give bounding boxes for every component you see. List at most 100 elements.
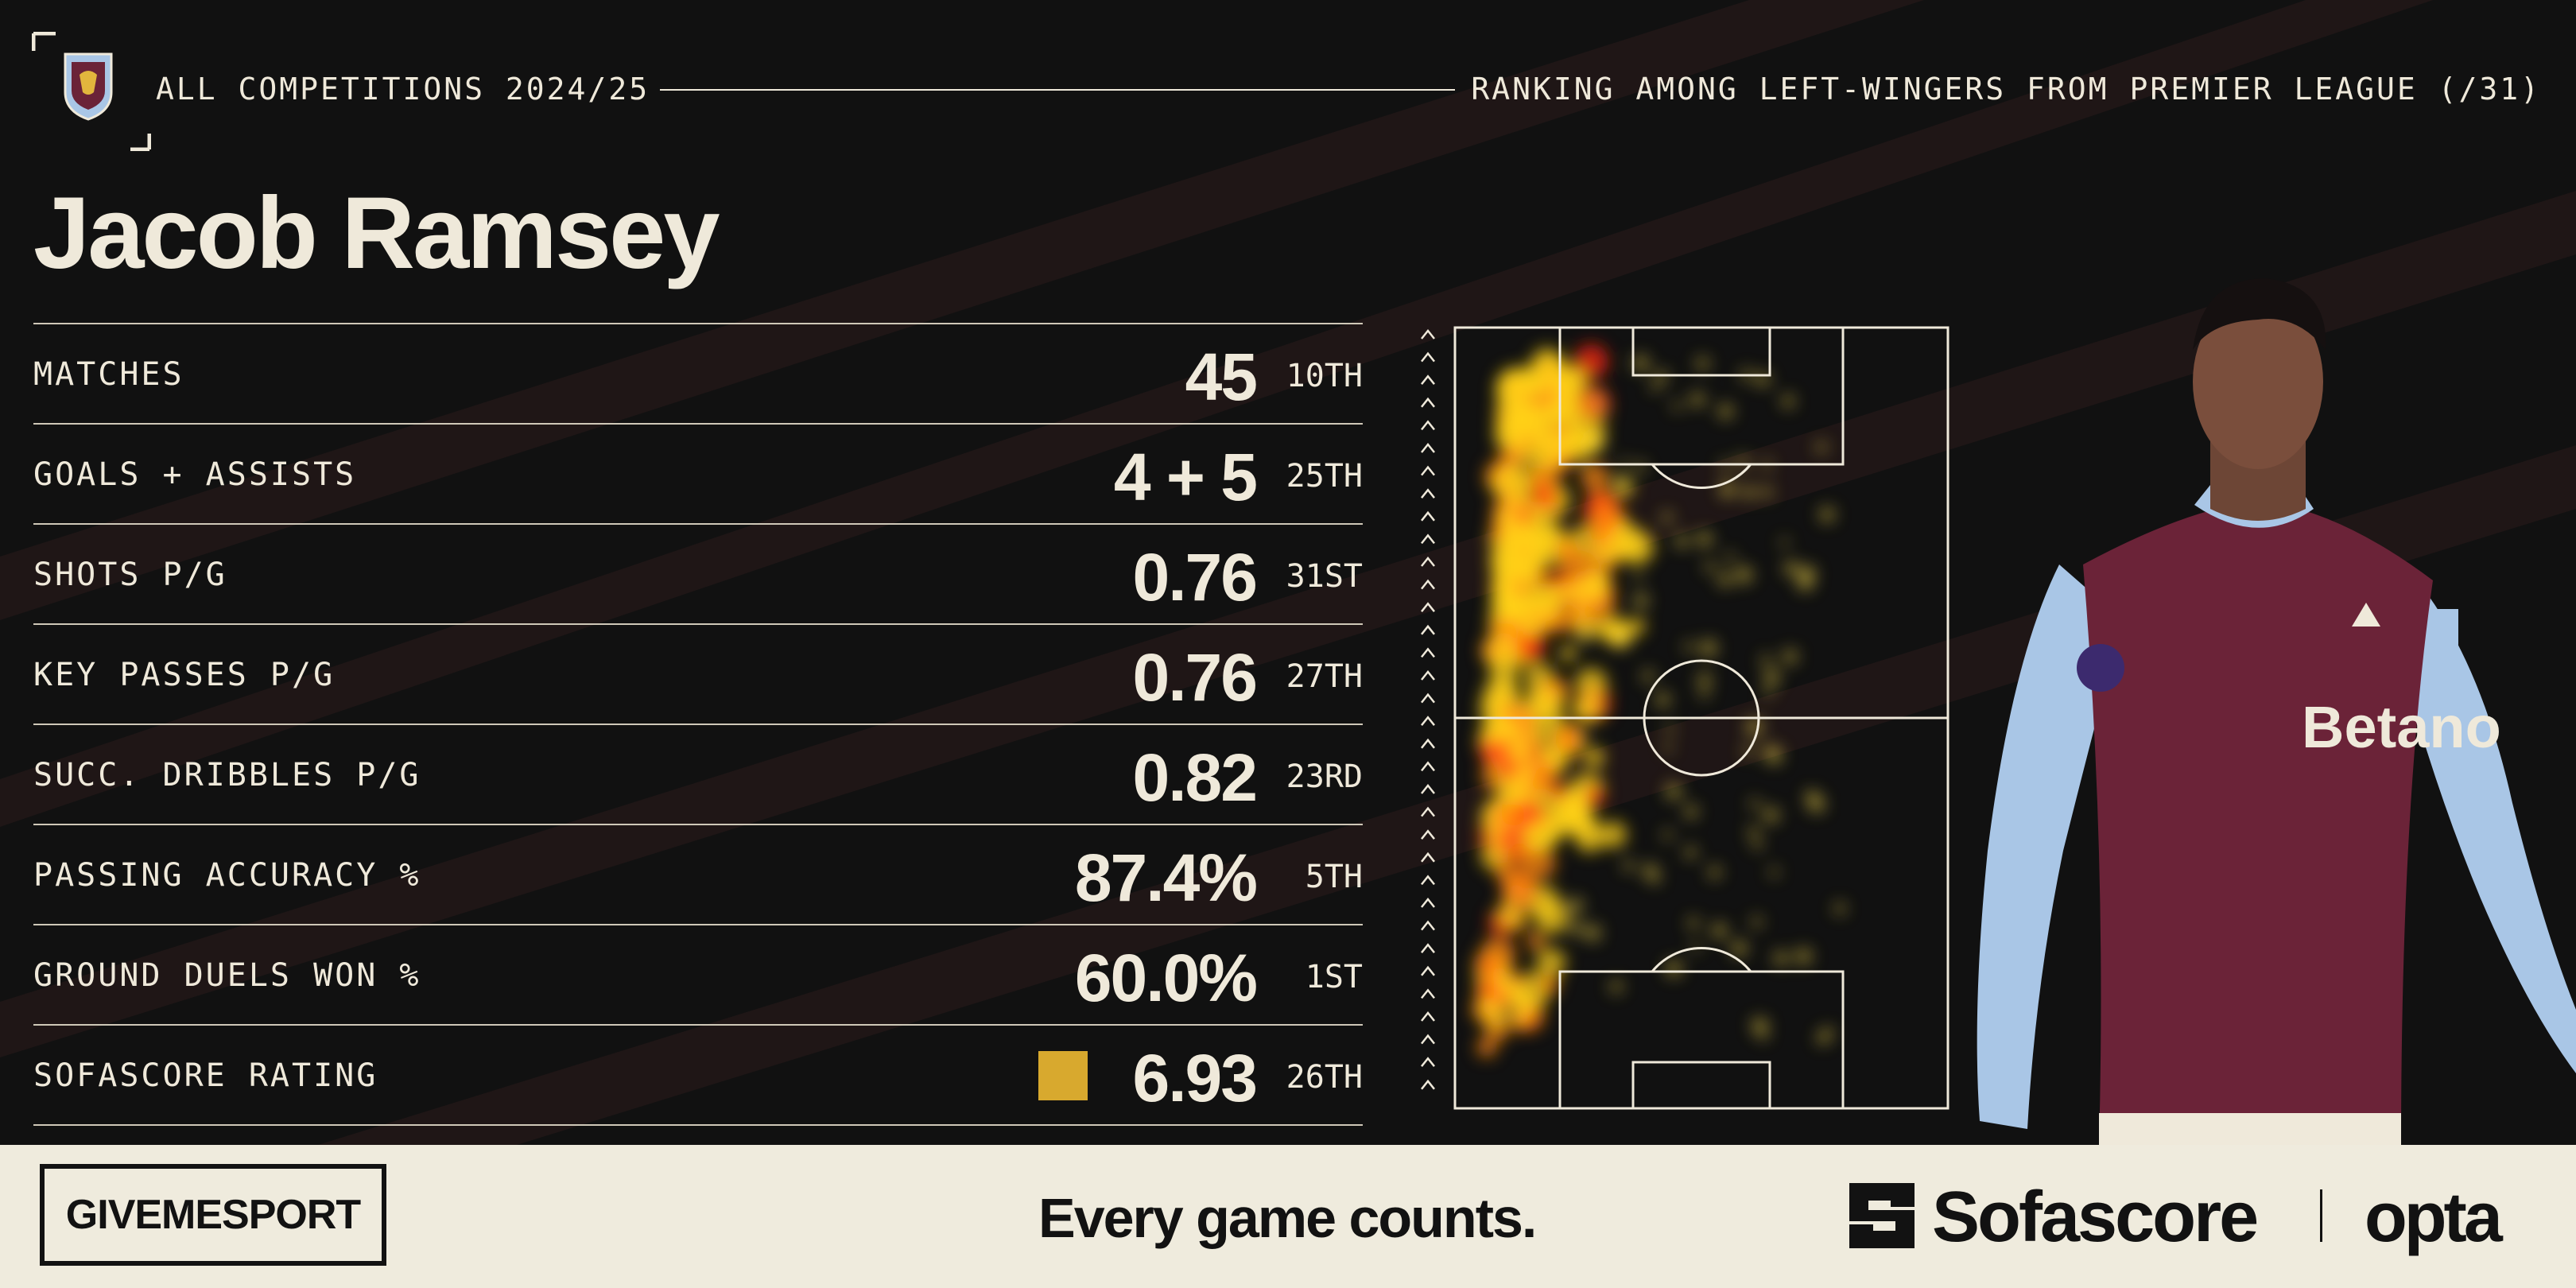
stat-label: GOALS + ASSISTS [33, 456, 357, 493]
heat-spot [1533, 430, 1569, 466]
heat-spot [1699, 688, 1710, 698]
chevron-up-icon [1421, 1057, 1435, 1067]
chevron-up-icon [1421, 624, 1435, 635]
heat-spot [1687, 917, 1700, 929]
stat-row-matches: MATCHES 45 10TH [33, 323, 1363, 423]
chevron-up-icon [1421, 351, 1435, 363]
stat-label: MATCHES [33, 356, 184, 393]
heat-spot [1752, 839, 1763, 850]
stat-value: 0.82 [1132, 740, 1258, 815]
heat-spot [1609, 980, 1623, 993]
stat-rank: 1ST [1305, 959, 1363, 995]
heat-spot [1763, 669, 1780, 685]
stat-row-dribbles: SUCC. DRIBBLES P/G 0.82 23RD [33, 724, 1363, 824]
heat-spot [1566, 897, 1584, 914]
player-name: Jacob Ramsey [33, 177, 720, 290]
heat-spot [1697, 672, 1712, 687]
heat-spot [1498, 522, 1534, 558]
heat-spot [1585, 786, 1604, 806]
heat-spot [1760, 654, 1772, 666]
chevron-up-icon [1421, 943, 1435, 953]
heat-spot [1691, 942, 1701, 952]
heat-spot [1773, 951, 1789, 966]
stat-label: KEY PASSES P/G [33, 657, 336, 693]
heat-spot [1711, 922, 1728, 939]
chevron-up-icon [1421, 328, 1435, 339]
chevron-up-icon [1421, 965, 1435, 976]
heat-spot [1534, 900, 1569, 934]
heat-spot [1482, 633, 1518, 669]
heat-spot [1748, 826, 1759, 838]
stat-rank: 31ST [1286, 558, 1363, 595]
chevron-up-icon [1421, 669, 1435, 681]
chevron-up-icon [1421, 510, 1435, 522]
stat-value: 0.76 [1132, 640, 1258, 715]
heat-spot [1759, 1030, 1768, 1040]
heat-spot [1590, 619, 1608, 637]
infographic-panel: ALL COMPETITIONS 2024/25 RANKING AMONG L… [0, 0, 2576, 1145]
footer-bar: GIVEMESPORT Every game counts. Sofascore… [0, 1145, 2576, 1288]
heat-spot [1761, 486, 1773, 499]
heat-spot [1745, 718, 1763, 736]
heat-spot [1808, 796, 1825, 813]
heat-spot [1559, 645, 1577, 661]
heat-spot [1531, 686, 1564, 720]
chevron-up-icon [1421, 897, 1435, 908]
heat-spot [1663, 743, 1673, 752]
crest-frame [32, 32, 151, 151]
stat-label: SHOTS P/G [33, 557, 227, 593]
ranking-context-label: RANKING AMONG LEFT-WINGERS FROM PREMIER … [1471, 72, 2541, 107]
stats-table: MATCHES 45 10TH GOALS + ASSISTS 4 + 5 25… [33, 323, 1363, 1126]
heat-spot [1511, 551, 1535, 575]
heat-spot [1554, 794, 1593, 832]
chevron-up-icon [1421, 488, 1435, 499]
heat-spot [1651, 382, 1660, 392]
stat-rank: 23RD [1286, 758, 1363, 795]
heat-spot [1496, 901, 1525, 929]
stat-rank: 27TH [1286, 658, 1363, 695]
stat-rank: 26TH [1286, 1059, 1363, 1096]
heat-spot [1674, 533, 1689, 549]
heat-spot [1765, 747, 1783, 764]
stat-value: 6.93 [1132, 1041, 1258, 1115]
heat-spot [1624, 537, 1643, 558]
pitch-markings [1453, 326, 1949, 1110]
heat-spot [1532, 502, 1550, 519]
heat-spot [1634, 572, 1643, 581]
heat-spot [1540, 743, 1560, 762]
heat-spot [1600, 821, 1627, 848]
aston-villa-crest-icon [64, 52, 113, 121]
header-divider [660, 89, 1455, 91]
chevron-up-icon [1421, 647, 1435, 658]
heat-spot [1575, 668, 1608, 700]
heat-spot [1575, 695, 1604, 724]
heat-spot [1642, 669, 1655, 682]
heat-spot [1511, 402, 1546, 436]
heat-spot [1612, 474, 1629, 491]
chevron-up-icon [1421, 875, 1435, 886]
heat-spot [1696, 531, 1713, 548]
heat-spot [1731, 940, 1748, 956]
heat-spot [1584, 924, 1601, 941]
stat-rank: 10TH [1286, 358, 1363, 394]
givemesport-logo: GIVEMESPORT [40, 1164, 386, 1266]
heat-spot [1586, 571, 1609, 594]
stat-row-shots: SHOTS P/G 0.76 31ST [33, 523, 1363, 623]
heat-spot [1490, 801, 1522, 833]
chevron-up-icon [1421, 806, 1435, 817]
stat-row-passing-accuracy: PASSING ACCURACY % 87.4% 5TH [33, 824, 1363, 924]
competition-label: ALL COMPETITIONS 2024/25 [156, 72, 650, 107]
chevron-up-icon [1421, 829, 1435, 840]
heat-spot [1665, 783, 1682, 800]
heat-spot [1580, 463, 1609, 492]
heat-spot [1781, 394, 1795, 408]
heat-spot [1612, 631, 1629, 649]
heat-spot [1735, 566, 1753, 584]
heat-spot [1696, 356, 1709, 370]
heat-spot [1763, 807, 1779, 823]
stat-row-goals-assists: GOALS + ASSISTS 4 + 5 25TH [33, 423, 1363, 523]
logo-divider [2320, 1189, 2322, 1242]
heat-spot [1783, 561, 1799, 576]
heat-spot [1530, 347, 1564, 381]
stat-row-rating: SOFASCORE RATING 6.93 26TH [33, 1024, 1363, 1126]
